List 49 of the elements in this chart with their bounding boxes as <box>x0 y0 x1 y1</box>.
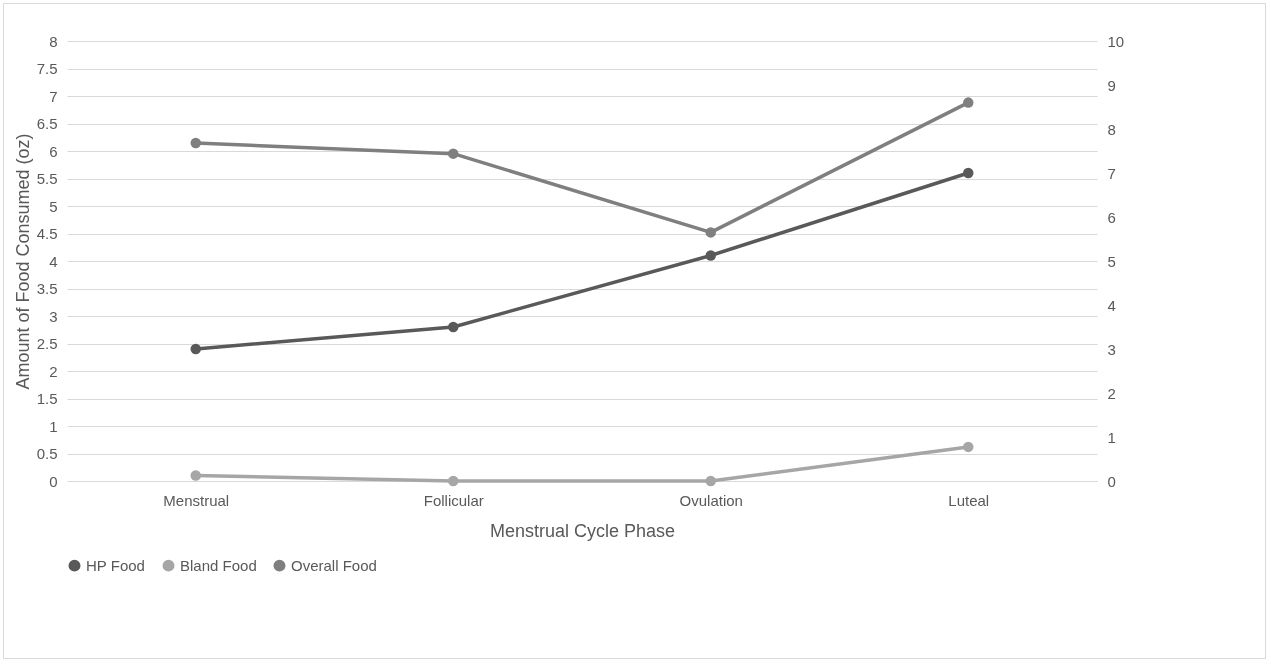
point <box>705 227 716 238</box>
point <box>705 250 716 261</box>
y2-tick-label: 3 <box>1107 340 1116 358</box>
y2-tick-label: 1 <box>1107 428 1116 446</box>
y2-tick-label: 7 <box>1107 164 1116 182</box>
y2-tick-label: 0 <box>1107 472 1116 490</box>
y-axis-title: Amount of Food Consumed (oz) <box>12 133 33 390</box>
y2-tick-label: 6 <box>1107 208 1116 226</box>
y-tick-label: 6.5 <box>36 115 58 132</box>
x-tick-label: Menstrual <box>163 491 230 509</box>
point <box>448 321 459 333</box>
x-tick-label: Luteal <box>948 491 990 509</box>
legend-label: Overall Food <box>291 556 377 574</box>
y-tick-label: 7 <box>49 87 58 105</box>
y-tick-label: 1 <box>49 417 58 435</box>
point <box>963 441 974 453</box>
y-tick-label: 0.5 <box>36 445 58 462</box>
x-tick-label: Follicular <box>423 491 484 509</box>
y-tick-label: 5.5 <box>36 170 58 187</box>
y-tick-label: 7.5 <box>36 60 58 77</box>
y2-tick-label: 5 <box>1107 252 1116 270</box>
x-axis-title: Menstrual Cycle Phase <box>489 520 676 541</box>
point <box>190 343 201 355</box>
point <box>190 470 201 481</box>
y-tick-label: 2.5 <box>36 335 58 352</box>
y2-tick-label: 9 <box>1107 76 1116 94</box>
point <box>190 137 201 149</box>
point <box>448 148 459 159</box>
y-tick-label: 6 <box>49 142 58 160</box>
y-tick-label: 8 <box>49 32 58 50</box>
x-tick-label: Ovulation <box>679 491 743 509</box>
y-tick-label: 5 <box>49 197 58 215</box>
legend-label: Bland Food <box>180 556 257 574</box>
point <box>705 475 716 487</box>
legend-label: HP Food <box>86 556 145 574</box>
point <box>963 97 974 108</box>
y-tick-label: 0 <box>49 472 58 490</box>
y2-tick-label: 2 <box>1107 384 1116 402</box>
y-tick-label: 4.5 <box>36 225 58 242</box>
y-tick-label: 3.5 <box>36 280 58 297</box>
y2-tick-label: 10 <box>1107 32 1125 50</box>
y-tick-label: 2 <box>49 362 58 380</box>
point <box>448 475 459 487</box>
point <box>963 167 974 179</box>
y-tick-label: 4 <box>49 252 58 270</box>
y-tick-label: 3 <box>49 307 58 325</box>
y-tick-label: 1.5 <box>36 390 58 407</box>
y2-tick-label: 8 <box>1107 120 1116 138</box>
y2-tick-label: 4 <box>1107 296 1116 314</box>
